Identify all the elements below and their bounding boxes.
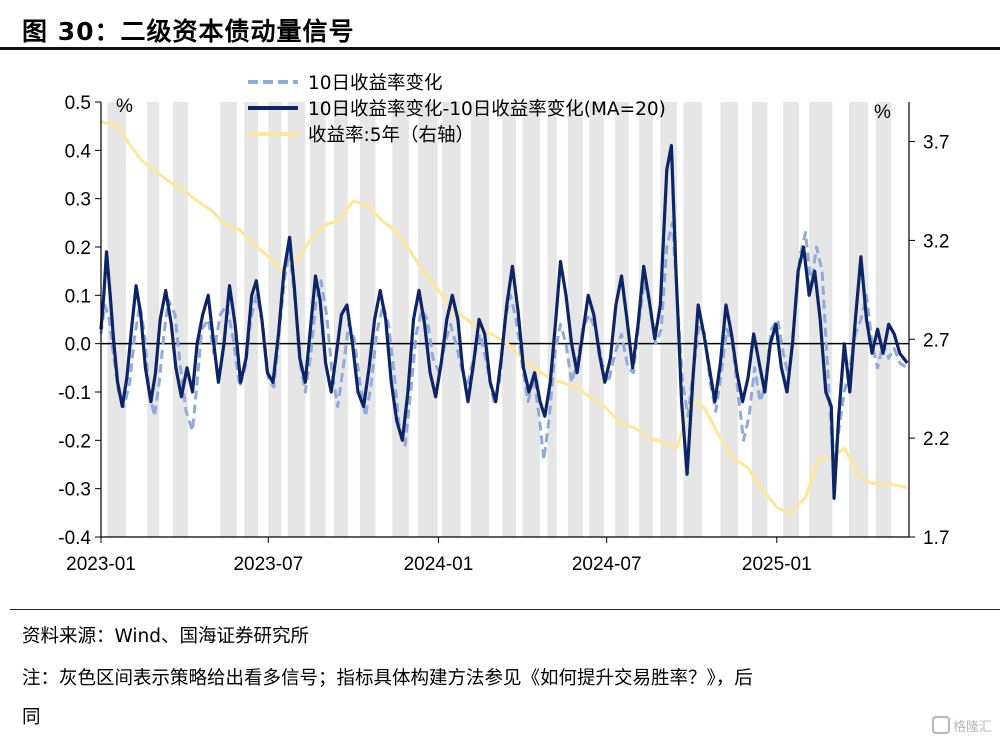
x-tick-label-4: 2025-01 — [742, 554, 812, 575]
shaded-period-7 — [309, 102, 326, 537]
shaded-period-3 — [220, 102, 237, 537]
shaded-period-20 — [639, 102, 653, 537]
shaded-period-25 — [783, 102, 799, 537]
watermark: 格隆汇 — [931, 716, 992, 735]
series-layer — [99, 120, 909, 515]
chart: 0.5 0.4 0.3 0.2 0.1 0.0 -0.1 -0.2 -0.3 -0.4 3.7 3.2… — [58, 73, 949, 575]
legend: 10日收益率变化 10日收益率变化-10日收益率变化(MA=20) 收益率:5年（右… — [248, 73, 666, 146]
source-text: 资料来源：Wind、国海证券研究所 — [22, 626, 309, 647]
y-left-tick-label-5: 0.0 — [65, 335, 91, 356]
y-left-tick-label-6: -0.1 — [58, 383, 91, 404]
y-left-tick-label-2: 0.3 — [65, 190, 91, 211]
shaded-period-4 — [244, 102, 259, 537]
axes: 0.5 0.4 0.3 0.2 0.1 0.0 -0.1 -0.2 -0.3 -0.4 3.7 3.2… — [58, 93, 949, 575]
y-left-unit: % — [116, 96, 133, 117]
y-left-tick-label-0: 0.5 — [65, 93, 91, 114]
y-left-tick-label-7: -0.2 — [58, 431, 91, 452]
shaded-period-28 — [875, 102, 892, 537]
watermark-logo-icon — [931, 716, 950, 734]
shaded-period-17 — [567, 102, 583, 537]
y-left-tick-label-3: 0.2 — [65, 238, 91, 259]
note-text-line1: 注：灰色区间表示策略给出看多信号；指标具体构建方法参见《如何提升交易胜率？》，后 — [22, 668, 753, 689]
y-left-tick-label-8: -0.3 — [58, 480, 91, 501]
y-left-tick-label-1: 0.4 — [65, 141, 92, 162]
y-right-unit: % — [874, 102, 891, 123]
source-divider — [10, 609, 1000, 610]
y-right-tick-label-1: 3.2 — [923, 231, 949, 252]
y-right-tick-label-2: 2.7 — [923, 330, 949, 351]
series-line-1 — [99, 143, 909, 500]
shaded-period-1 — [147, 102, 160, 537]
watermark-text: 格隆汇 — [952, 720, 992, 735]
shaded-period-10 — [392, 102, 409, 537]
y-right-tick-label-3: 2.2 — [923, 429, 949, 450]
legend-label-0: 10日收益率变化 — [308, 73, 443, 94]
shaded-period-22 — [683, 102, 702, 537]
x-tick-label-1: 2023-07 — [233, 554, 303, 575]
shaded-period-12 — [442, 102, 461, 537]
y-right-tick-label-4: 1.7 — [923, 528, 949, 549]
shaded-period-18 — [589, 102, 604, 537]
shaded-period-16 — [547, 102, 557, 537]
shaded-period-24 — [751, 102, 768, 537]
note-text-line2: 同 — [22, 707, 41, 728]
shaded-period-0 — [107, 102, 126, 537]
legend-label-2: 收益率:5年（右轴） — [308, 125, 474, 146]
x-tick-label-3: 2024-07 — [572, 554, 642, 575]
shaded-period-15 — [522, 102, 541, 537]
shaded-period-5 — [268, 102, 282, 537]
title-underline — [0, 47, 1000, 50]
y-left-tick-label-4: 0.1 — [65, 286, 91, 307]
x-tick-label-2: 2024-01 — [404, 554, 474, 575]
shaded-period-2 — [173, 102, 188, 537]
shaded-period-11 — [418, 102, 438, 537]
series-line-2 — [100, 120, 908, 515]
y-right-tick-label-0: 3.7 — [923, 133, 949, 154]
x-tick-label-0: 2023-01 — [66, 554, 136, 575]
shaded-period-27 — [848, 102, 869, 537]
shaded-period-19 — [615, 102, 629, 537]
legend-label-1: 10日收益率变化-10日收益率变化(MA=20) — [308, 99, 666, 120]
shaded-period-14 — [502, 102, 517, 537]
y-left-tick-label-9: -0.4 — [58, 528, 91, 549]
figure-title: 图 30：二级资本债动量信号 — [22, 17, 355, 46]
